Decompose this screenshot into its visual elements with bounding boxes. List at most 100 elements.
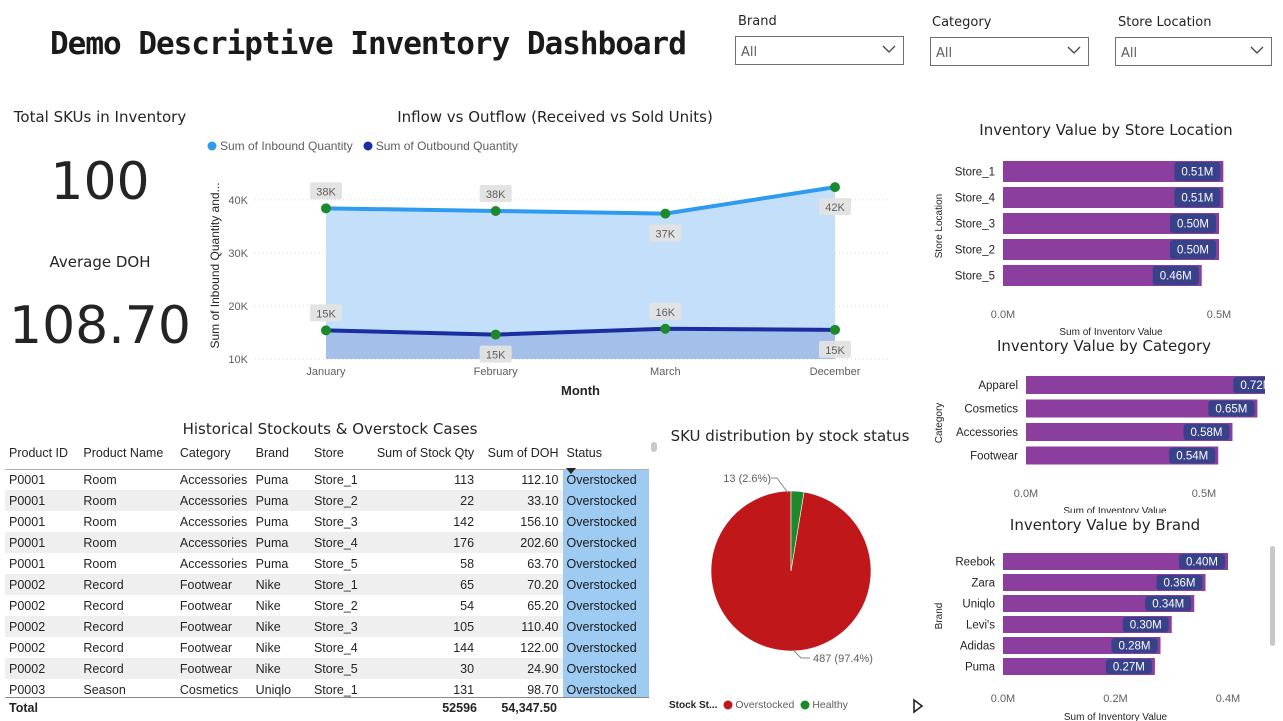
bar-category-label: Uniqlo: [962, 599, 995, 611]
table-total-row: Total 52596 54,347.50: [5, 697, 649, 717]
table-cell: 105: [372, 616, 479, 637]
table-cell: 65.20: [527, 598, 559, 613]
bar-category-label: Store_3: [955, 219, 995, 231]
legend-item-outbound[interactable]: Sum of Outbound Quantity: [363, 139, 518, 153]
category-slicer-label: Category: [932, 15, 992, 30]
table-cell: 24.90: [478, 658, 563, 679]
table-row[interactable]: P0001 Room Accessories Puma Store_2 22 33.10 Ov…: [5, 490, 649, 511]
column-header[interactable]: Sum of Stock Qty: [376, 445, 475, 460]
table-row[interactable]: P0001 Room Accessories Puma Store_1 113 112.10…: [5, 469, 649, 490]
bar-category-label: Levi's: [966, 620, 995, 632]
bar-category-label: Store_2: [955, 245, 995, 257]
column-header[interactable]: Status: [566, 445, 602, 460]
table-cell: Store_2: [309, 490, 373, 511]
y-tick-label: 20K: [228, 301, 248, 313]
bar: [1003, 574, 1206, 591]
bar-value-pill: [1170, 214, 1216, 233]
brand-slicer-dropdown[interactable]: All: [735, 36, 904, 65]
legend-item-healthy[interactable]: Healthy: [800, 699, 848, 711]
table-cell: 122.00: [520, 640, 559, 655]
dashboard-title: Demo Descriptive Inventory Dashboard: [50, 26, 687, 62]
bar-value-pill: [1169, 447, 1216, 464]
column-header[interactable]: Brand: [255, 445, 290, 460]
table-cell: Overstocked: [562, 679, 649, 698]
table-cell: Puma: [255, 472, 289, 487]
column-header[interactable]: Store: [313, 445, 344, 460]
table-row[interactable]: P0002 Record Footwear Nike Store_4 144 122.00 O…: [5, 637, 649, 658]
bar-value-label: 0.50M: [1177, 245, 1209, 257]
y-tick-label: 10K: [228, 354, 248, 366]
stock-status-pie-chart[interactable]: 13 (2.6%) 487 (97.4%): [665, 468, 915, 688]
store-location-bar-chart[interactable]: Store_1 0.51M Store_4 0.51M Store_3 0.50M Stor…: [925, 150, 1265, 335]
healthy-leader-line: [771, 477, 789, 494]
bar: [1003, 213, 1219, 234]
table-cell: 142: [453, 514, 475, 529]
bar-value-pill: [1111, 638, 1158, 653]
x-tick-label: 0.0M: [991, 309, 1015, 321]
bar-category-label: Cosmetics: [964, 404, 1018, 416]
column-header[interactable]: Product Name: [83, 445, 164, 460]
legend-label-inbound: Sum of Inbound Quantity: [220, 139, 353, 153]
legend-item-inbound[interactable]: Sum of Inbound Quantity: [207, 139, 353, 153]
brand-slicer-value: All: [741, 45, 758, 60]
table-cell: Puma: [251, 532, 310, 553]
table-cell: Overstocked: [562, 553, 649, 574]
store-bar-title: Inventory Value by Store Location: [979, 121, 1233, 139]
x-tick-label: 0.4M: [1216, 693, 1240, 705]
x-tick-label: 0.0M: [1014, 488, 1038, 500]
table-cell: 144: [453, 640, 475, 655]
stockout-table-container[interactable]: Product ID Product Name Category Brand Store…: [5, 438, 649, 698]
table-cell: Footwear: [175, 574, 252, 595]
outbound-area: [326, 328, 835, 359]
pie-slice-healthy: [790, 490, 805, 572]
bar-value-label: 0.72M: [1240, 380, 1265, 392]
column-header[interactable]: Sum of DOH: [487, 445, 559, 460]
table-cell: P0002: [5, 574, 80, 595]
bar-category-label: Store_4: [955, 193, 996, 205]
legend-dot-icon: [800, 700, 810, 710]
x-tick-label: 0.0M: [991, 693, 1015, 705]
store-slicer-value: All: [1121, 46, 1138, 61]
table-cell: 156.10: [520, 514, 559, 529]
category-slicer-dropdown[interactable]: All: [930, 37, 1089, 66]
y-axis-title: Category: [934, 403, 945, 444]
outbound-data-label: 15K: [316, 308, 336, 320]
x-tick-label: 0.2M: [1103, 693, 1127, 705]
bar-value-pill: [1170, 240, 1216, 259]
table-cell: 54: [460, 598, 475, 613]
next-page-icon[interactable]: [912, 698, 924, 718]
y-axis-title: Brand: [934, 603, 945, 630]
column-header[interactable]: Category: [179, 445, 231, 460]
x-tick-label: February: [474, 366, 519, 378]
category-bar-chart[interactable]: Apparel 0.72M Cosmetics 0.65M Accessories 0.5…: [925, 368, 1265, 513]
brand-bar-chart[interactable]: Reebok 0.40M Zara 0.36M Uniqlo 0.34M Levi's 0.3…: [925, 545, 1265, 721]
outbound-data-label-bg: [649, 302, 682, 320]
y-axis-title: Store Location: [934, 194, 945, 259]
pie-chart-title: SKU distribution by stock status: [670, 427, 910, 445]
bar: [1026, 399, 1258, 418]
table-cell: Footwear: [175, 658, 252, 679]
column-header[interactable]: Product ID: [9, 445, 69, 460]
inflow-outflow-line-chart[interactable]: 10K 20K 30K 40K 38K 38K 37K 42K 15K 15K 16K 15K Janu…: [200, 160, 900, 405]
category-bar-title: Inventory Value by Category: [996, 337, 1212, 355]
store-slicer-dropdown[interactable]: All: [1115, 37, 1272, 66]
table-row[interactable]: P0001 Room Accessories Puma Store_3 142 156.10…: [5, 511, 649, 532]
table-row[interactable]: P0002 Record Footwear Nike Store_5 30 24.90 Ove…: [5, 658, 649, 679]
table-cell: Overstocked: [562, 574, 649, 595]
table-cell: Accessories: [175, 532, 252, 553]
bar-value-pill: [1174, 188, 1221, 207]
table-row[interactable]: P0002 Record Footwear Nike Store_1 65 70.20 Ove…: [5, 574, 649, 595]
x-tick-label: 0.5M: [1192, 488, 1216, 500]
legend-item-overstocked[interactable]: Overstocked: [723, 699, 794, 711]
table-row[interactable]: P0001 Room Accessories Puma Store_4 176 202.60…: [5, 532, 649, 553]
table-row[interactable]: P0002 Record Footwear Nike Store_3 105 110.40 O…: [5, 616, 649, 637]
table-row[interactable]: P0001 Room Accessories Puma Store_5 58 63.70 Ov…: [5, 553, 649, 574]
table-scrollbar[interactable]: [651, 442, 657, 452]
table-row[interactable]: P0002 Record Footwear Nike Store_2 54 65.20 Ove…: [5, 595, 649, 616]
table-cell: Overstocked: [562, 616, 649, 637]
page-scrollbar[interactable]: [1270, 546, 1275, 646]
table-cell: Room: [79, 532, 176, 553]
table-cell: Nike: [255, 640, 281, 655]
sort-desc-icon[interactable]: [566, 460, 576, 479]
table-row[interactable]: P0003 Season Cosmetics Uniqlo Store_1 131 98.7…: [5, 679, 649, 698]
